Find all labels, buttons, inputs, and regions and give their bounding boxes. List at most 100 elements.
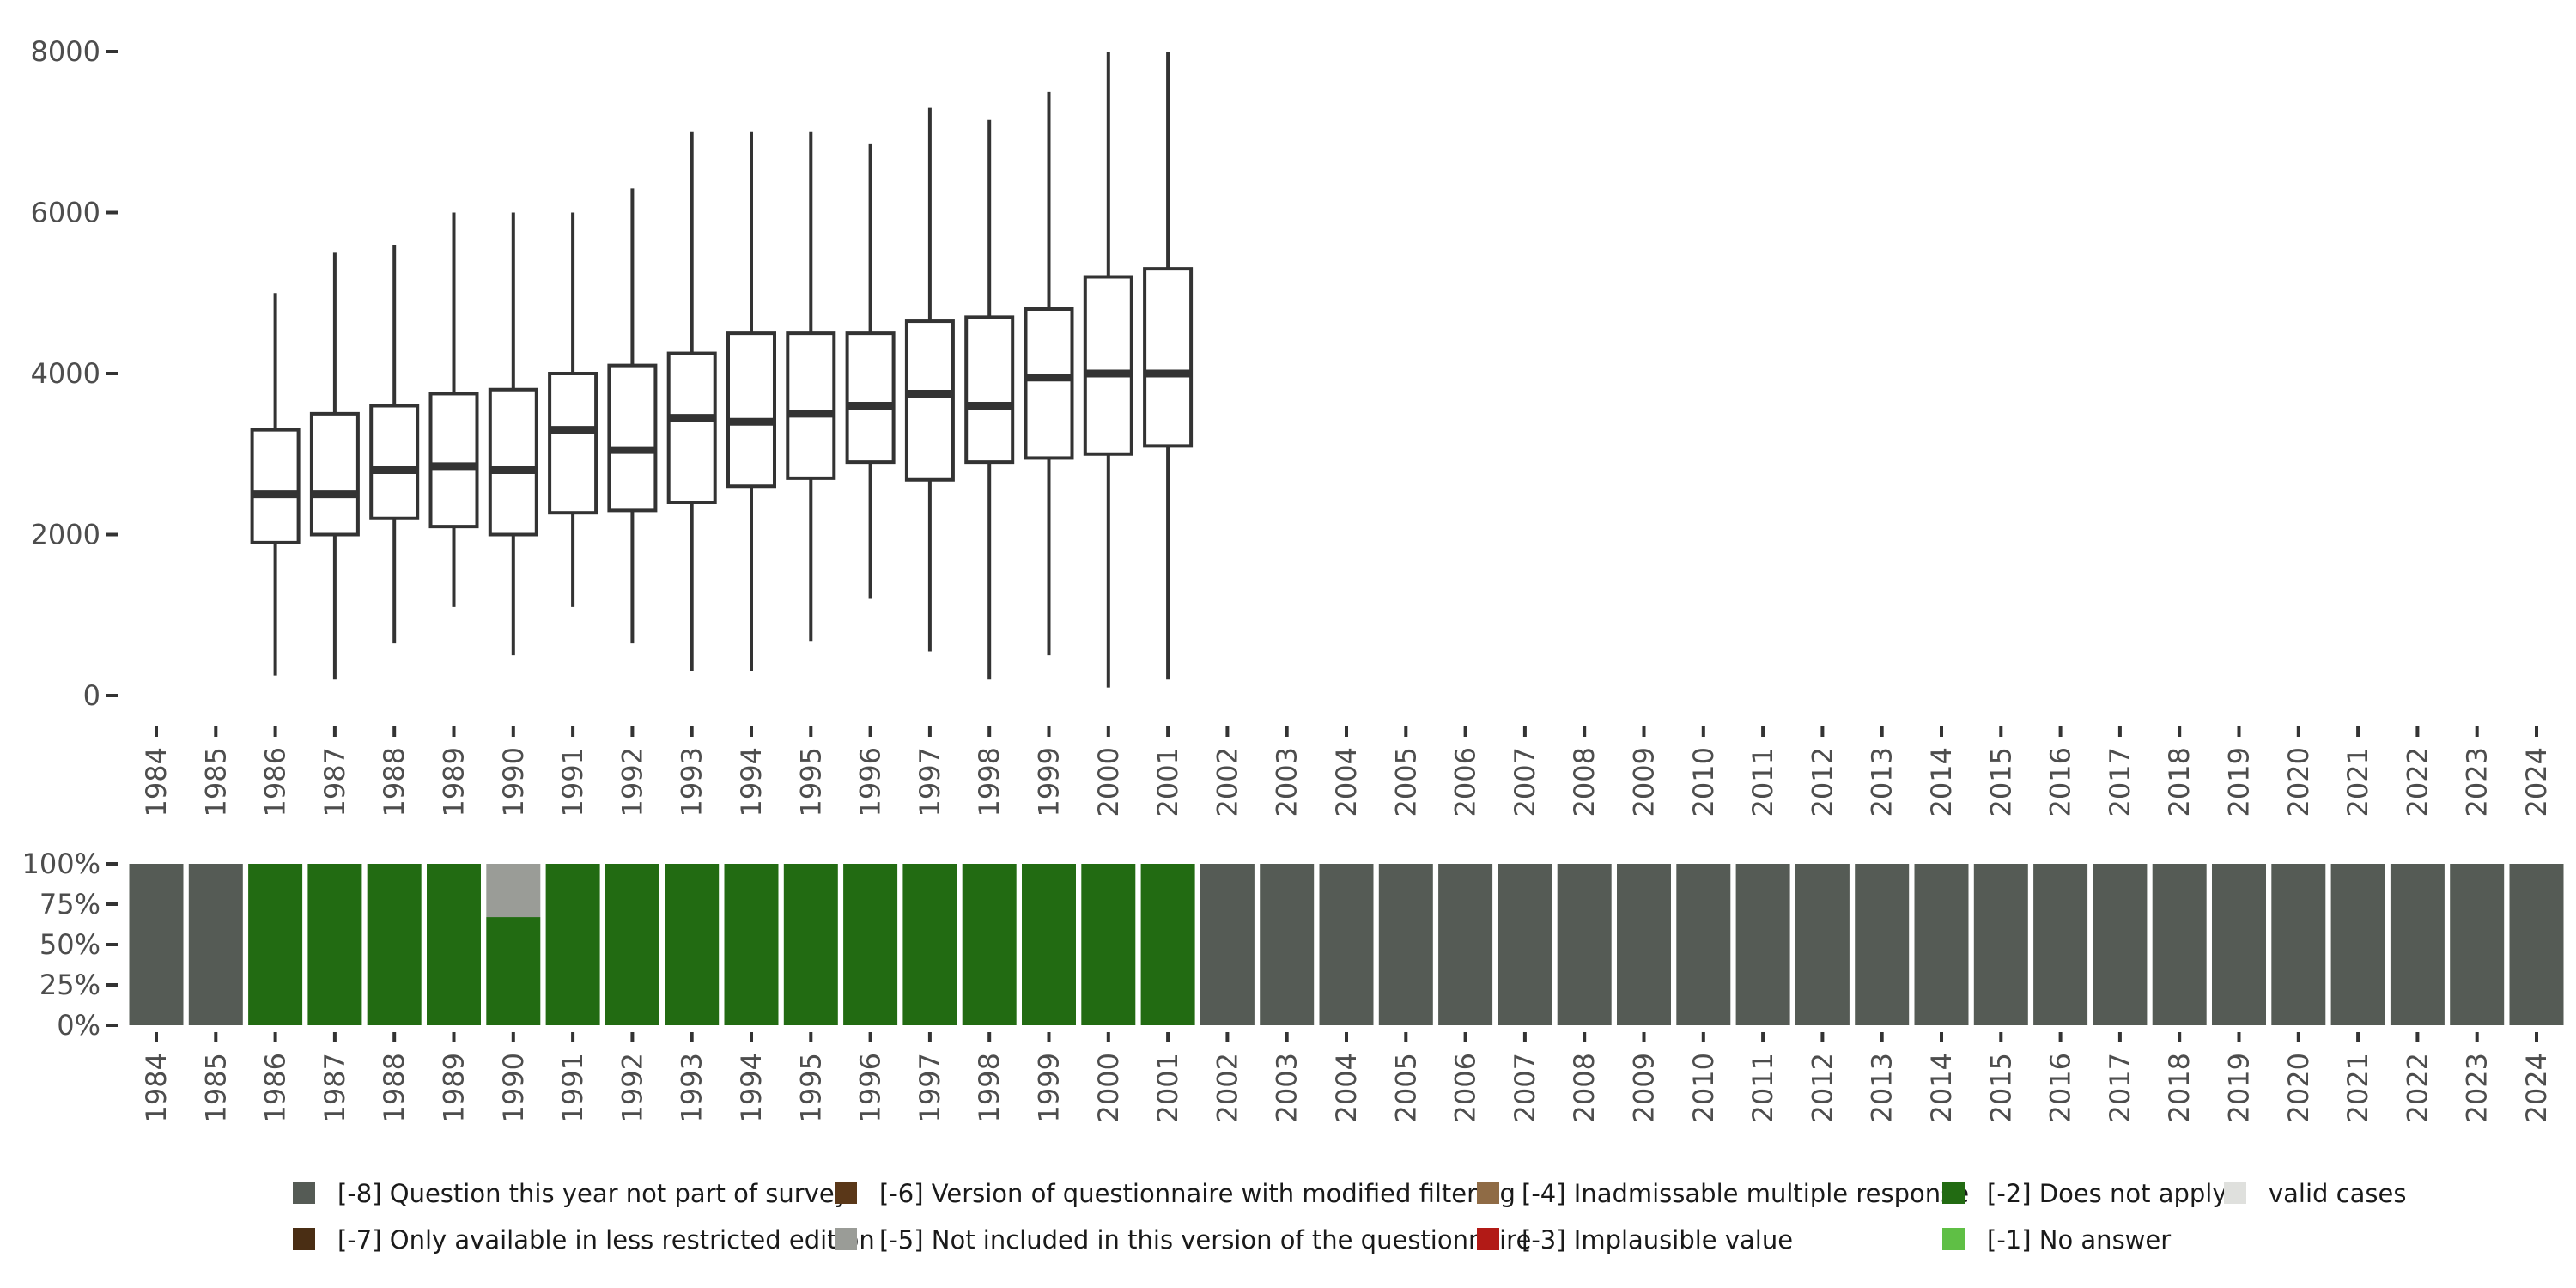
- stacked-bar-x-tick-label: 1997: [914, 1053, 946, 1122]
- iqr-box: [786, 331, 836, 480]
- boxplot-x-tick-label: 2011: [1747, 747, 1779, 817]
- bar-segment-2007: [1498, 864, 1552, 1025]
- bar-segment-2013: [1855, 864, 1910, 1025]
- y-tick-label: 100%: [22, 848, 100, 880]
- stacked-bar-x-tick-label: 2007: [1509, 1053, 1541, 1122]
- stacked-bar-x-tick-label: 1996: [854, 1053, 887, 1122]
- box-1993: [666, 131, 717, 671]
- stacked-bar-x-tick-label: 1988: [378, 1053, 410, 1122]
- legend-item: [-1] No answer: [1942, 1225, 2171, 1255]
- boxplot-x-tick-label: 1995: [794, 747, 827, 817]
- legend-swatch: [1477, 1228, 1499, 1250]
- bar-segment-1990: [486, 864, 541, 918]
- legend-item: [-5] Not included in this version of the…: [835, 1225, 1531, 1255]
- box-1997: [904, 107, 955, 652]
- stacked-bar-x-tick-label: 2001: [1151, 1053, 1184, 1122]
- boxplot-x-tick-label: 2023: [2461, 747, 2494, 817]
- boxplot-x-tick-label: 1985: [199, 747, 232, 817]
- stacked-bar-x-tick-label: 1984: [140, 1053, 173, 1122]
- stacked-bar-x-tick-label: 2004: [1330, 1053, 1363, 1122]
- bar-segment-2015: [1973, 864, 2028, 1025]
- stacked-bar-x-tick-label: 2024: [2520, 1053, 2553, 1122]
- iqr-box: [845, 331, 896, 465]
- iqr-box: [369, 404, 420, 520]
- bar-segment-1988: [367, 864, 422, 1025]
- bar-segment-2003: [1260, 864, 1315, 1025]
- bar-segment-1987: [307, 864, 362, 1025]
- stacked-bar-x-tick-label: 2008: [1568, 1053, 1601, 1122]
- iqr-box: [548, 372, 598, 515]
- bar-segment-2001: [1140, 864, 1195, 1025]
- boxplot-x-tick-label: 1993: [676, 747, 708, 817]
- bar-segment-2016: [2033, 864, 2088, 1025]
- boxplot-x-tick-label: 1987: [319, 747, 351, 817]
- bar-segment-1996: [843, 864, 898, 1025]
- iqr-box: [607, 363, 658, 513]
- stacked-bar-x-tick-label: 2006: [1449, 1053, 1482, 1122]
- box-1994: [726, 131, 776, 671]
- y-tick-label: 50%: [39, 928, 100, 961]
- stacked-bar-x-tick-label: 2011: [1747, 1053, 1779, 1122]
- iqr-box: [250, 428, 301, 544]
- boxplot-x-axis: 1984 1985 1986 1987 1988 1989 1990 1991 1992 1993…: [140, 726, 2553, 817]
- y-tick-label: 6000: [31, 197, 100, 229]
- legend-swatch: [1477, 1182, 1499, 1204]
- stacked-bar-x-tick-label: 2012: [1806, 1053, 1838, 1122]
- stacked-bar-x-tick-label: 2021: [2342, 1053, 2374, 1122]
- iqr-box: [726, 331, 776, 489]
- boxplot-x-tick-label: 1997: [914, 747, 946, 817]
- stacked-bar-x-tick-label: 2020: [2282, 1053, 2315, 1122]
- legend-item: [-8] Question this year not part of surv…: [293, 1179, 849, 1208]
- y-tick-label: 25%: [39, 969, 100, 1001]
- iqr-box: [309, 411, 360, 537]
- iqr-box: [666, 351, 717, 504]
- stacked-bar-x-tick-label: 2003: [1271, 1053, 1303, 1122]
- box-2000: [1083, 52, 1133, 688]
- boxplot-x-tick-label: 2024: [2520, 747, 2553, 817]
- boxplot-x-tick-label: 1988: [378, 747, 410, 817]
- boxplot-x-tick-label: 2009: [1628, 747, 1661, 817]
- bar-segment-2018: [2152, 864, 2207, 1025]
- bar-segment-2021: [2330, 864, 2385, 1025]
- stacked-bar-x-tick-label: 2000: [1092, 1053, 1125, 1122]
- bar-segment-1989: [427, 864, 481, 1025]
- bar-segment-1991: [545, 864, 600, 1025]
- box-1998: [964, 119, 1015, 680]
- stacked-bar-x-tick-label: 1998: [973, 1053, 1005, 1122]
- legend-swatch: [1942, 1182, 1965, 1204]
- legend-swatch: [835, 1182, 857, 1204]
- y-tick-label: 4000: [31, 357, 100, 390]
- boxplot-x-tick-label: 1998: [973, 747, 1005, 817]
- boxplot-x-tick-label: 2008: [1568, 747, 1601, 817]
- bar-segment-2019: [2212, 864, 2266, 1025]
- box-1995: [786, 131, 836, 642]
- stacked-bar-x-tick-label: 1994: [735, 1053, 768, 1122]
- stacked-bar-x-tick-label: 2017: [2104, 1053, 2136, 1122]
- stacked-bar-x-axis: 1984 1985 1986 1987 1988 1989 1990 1991 1992 1993…: [140, 1032, 2553, 1122]
- legend-swatch: [1942, 1228, 1965, 1250]
- legend-label: [-8] Question this year not part of surv…: [337, 1179, 849, 1208]
- boxplot-x-tick-label: 2012: [1806, 747, 1838, 817]
- bar-segment-2004: [1319, 864, 1374, 1025]
- stacked-bar-x-tick-label: 2005: [1389, 1053, 1422, 1122]
- legend-item: [-2] Does not apply: [1942, 1179, 2227, 1208]
- bar-segment-2022: [2390, 864, 2445, 1025]
- stacked-bar-x-tick-label: 1989: [438, 1053, 471, 1122]
- bar-segment-2017: [2093, 864, 2148, 1025]
- stacked-bar-x-tick-label: 2002: [1211, 1053, 1243, 1122]
- bar-segment-2023: [2450, 864, 2505, 1025]
- boxplot-x-tick-label: 2000: [1092, 747, 1125, 817]
- bar-segment-1990: [486, 917, 541, 1025]
- box-1987: [309, 252, 360, 680]
- boxplot-x-tick-label: 1984: [140, 747, 173, 817]
- legend-label: [-6] Version of questionnaire with modif…: [879, 1179, 1516, 1208]
- bar-segment-2010: [1676, 864, 1731, 1025]
- y-tick-label: 75%: [39, 888, 100, 920]
- box-1989: [428, 212, 479, 607]
- iqr-box: [1143, 267, 1194, 448]
- legend-swatch: [293, 1182, 315, 1204]
- boxplot-x-tick-label: 2014: [1925, 747, 1958, 817]
- bar-segment-2020: [2271, 864, 2326, 1025]
- stacked-bar-x-tick-label: 2009: [1628, 1053, 1661, 1122]
- stacked-bar-x-tick-label: 1986: [259, 1053, 292, 1122]
